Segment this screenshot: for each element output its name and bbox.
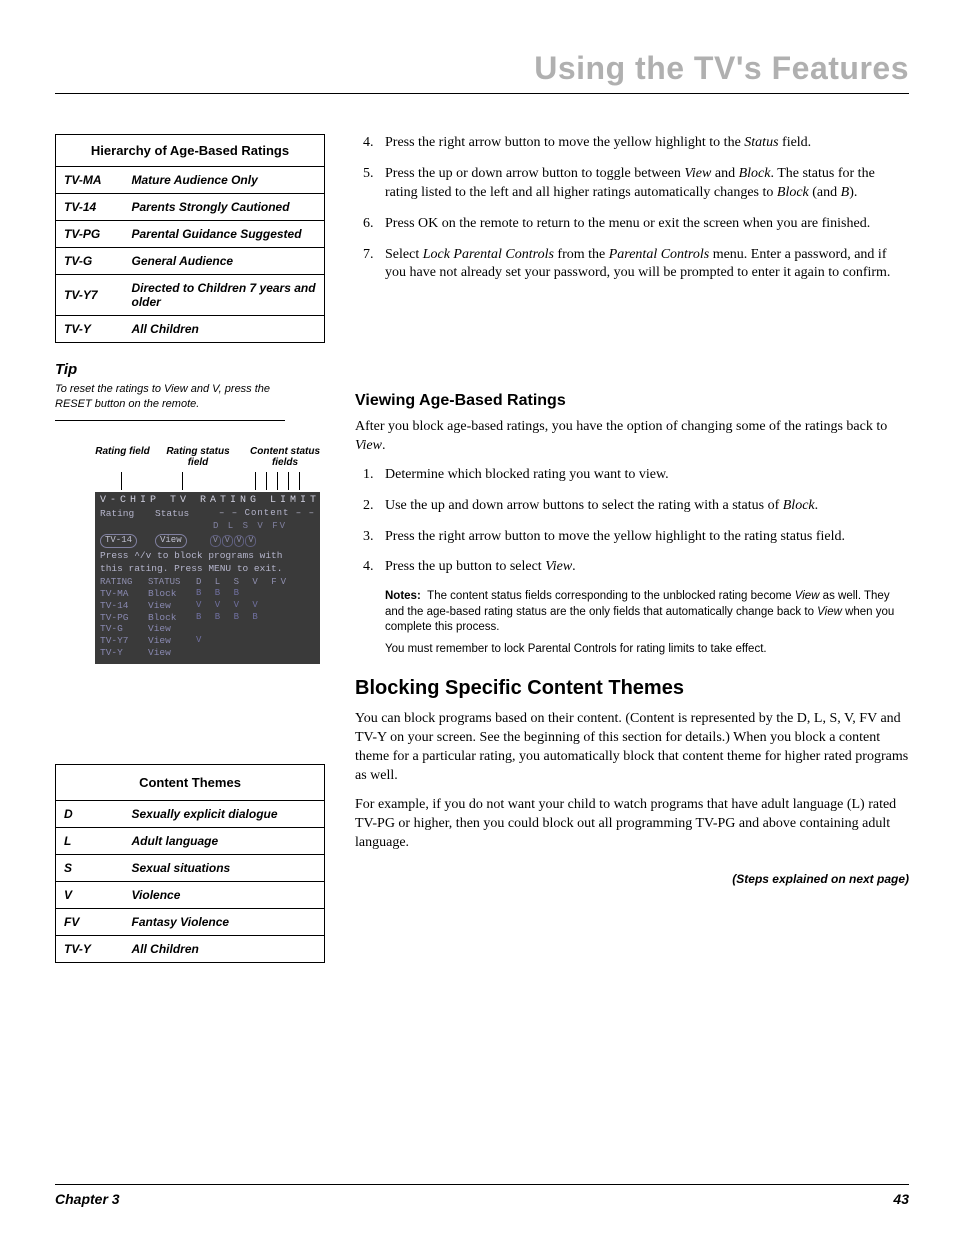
list-item: Select Lock Parental Controls from the P… (377, 246, 909, 284)
vchip-content-dash: – – Content – – (210, 508, 315, 520)
vchip-row: TV-Y7View V (100, 635, 315, 647)
list-item: Press the up button to select View. (377, 558, 909, 577)
viewing-intro: After you block age-based ratings, you h… (355, 418, 909, 456)
table-row: TV-MAMature Audience Only (56, 167, 325, 194)
vchip-hdr-status: STATUS (148, 577, 196, 588)
vchip-selected-status: View (155, 534, 187, 547)
vchip-hdr-rating: RATING (100, 577, 148, 588)
notes-block: Notes: The content status fields corresp… (385, 589, 909, 657)
table-row: DSexually explicit dialogue (56, 801, 325, 828)
blocking-heading: Blocking Specific Content Themes (355, 675, 909, 702)
list-item: Press the up or down arrow button to tog… (377, 165, 909, 203)
vchip-mini-pill: V (234, 535, 245, 547)
notes-label: Notes: (385, 590, 421, 602)
table-row: LAdult language (56, 828, 325, 855)
blocking-p1: You can block programs based on their co… (355, 710, 909, 786)
table-row: TV-YAll Children (56, 316, 325, 343)
vchip-row: TV-YView (100, 647, 315, 659)
notes-2: You must remember to lock Parental Contr… (385, 642, 909, 658)
vchip-content-cols: D L S V FV (210, 521, 315, 532)
vchip-label-field: Rating field (95, 446, 150, 469)
vchip-msg-1: Press ^/v to block programs with (100, 550, 315, 561)
table-row: TV-Y7Directed to Children 7 years and ol… (56, 275, 325, 316)
list-item: Press the right arrow button to move the… (377, 528, 909, 547)
viewing-steps-list: Determine which blocked rating you want … (355, 466, 909, 578)
vchip-rating-label: Rating (100, 508, 155, 520)
vchip-status-label: Status (155, 508, 210, 520)
blocking-p2: For example, if you do not want your chi… (355, 796, 909, 853)
hierarchy-table-title: Hierarchy of Age-Based Ratings (56, 135, 325, 167)
vchip-label-status: Rating status field (158, 446, 238, 469)
vchip-msg-2: this rating. Press MENU to exit. (100, 563, 315, 574)
continued-note: (Steps explained on next page) (355, 871, 909, 887)
hierarchy-ratings-table: Hierarchy of Age-Based Ratings TV-MAMatu… (55, 134, 325, 343)
top-steps-list: Press the right arrow button to move the… (355, 134, 909, 283)
table-row: TV-14Parents Strongly Cautioned (56, 194, 325, 221)
list-item: Press the right arrow button to move the… (377, 134, 909, 153)
vchip-row: TV-GView (100, 623, 315, 635)
list-item: Use the up and down arrow buttons to sel… (377, 497, 909, 516)
vchip-label-content: Content status fields (245, 446, 325, 469)
vchip-row: TV-PGBlockB B B B (100, 612, 315, 624)
vchip-title: V-CHIP TV RATING LIMIT (100, 495, 315, 508)
table-row: TV-YAll Children (56, 936, 325, 963)
table-row: FVFantasy Violence (56, 909, 325, 936)
vchip-panel: V-CHIP TV RATING LIMIT Rating Status – –… (95, 492, 320, 664)
footer-page: 43 (893, 1191, 909, 1207)
vchip-hdr-cols: D L S V FV (196, 577, 315, 588)
vchip-selected-rating: TV-14 (100, 534, 137, 547)
table-row: VViolence (56, 882, 325, 909)
vchip-row: TV-14ViewV V V V (100, 600, 315, 612)
vchip-mini-pill: V (222, 535, 233, 547)
list-item: Press OK on the remote to return to the … (377, 215, 909, 234)
content-themes-table: Content Themes DSexually explicit dialog… (55, 764, 325, 963)
table-row: TV-GGeneral Audience (56, 248, 325, 275)
table-row: TV-PGParental Guidance Suggested (56, 221, 325, 248)
table-row: SSexual situations (56, 855, 325, 882)
content-themes-title: Content Themes (56, 765, 325, 801)
vchip-diagram: Rating field Rating status field Content… (55, 446, 325, 664)
list-item: Determine which blocked rating you want … (377, 466, 909, 485)
viewing-heading: Viewing Age-Based Ratings (355, 390, 909, 412)
footer-chapter: Chapter 3 (55, 1191, 120, 1207)
page-footer: Chapter 3 43 (55, 1184, 909, 1207)
vchip-mini-pill: V (245, 535, 256, 547)
tip-text: To reset the ratings to View and V, pres… (55, 382, 285, 421)
vchip-row: TV-MABlockB B B (100, 588, 315, 600)
vchip-mini-pill: V (210, 535, 221, 547)
page-header-title: Using the TV's Features (55, 50, 909, 94)
tip-heading: Tip (55, 361, 325, 378)
